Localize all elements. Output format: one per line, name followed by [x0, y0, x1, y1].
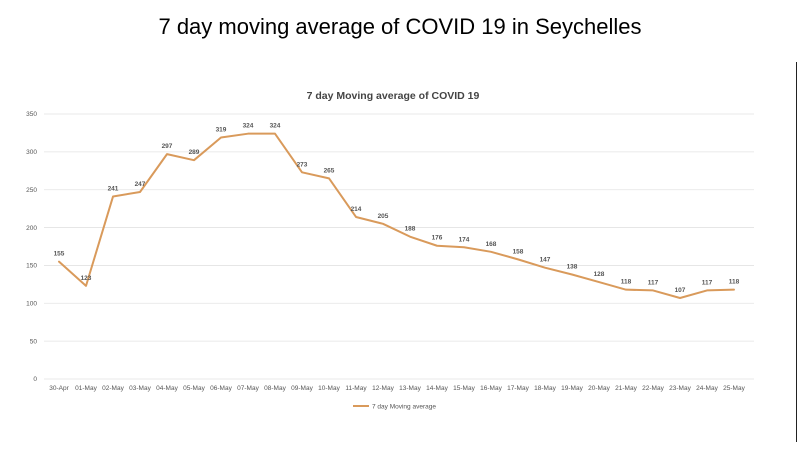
- x-tick-label: 21-May: [615, 385, 637, 392]
- x-tick-label: 15-May: [453, 385, 475, 392]
- x-tick-label: 22-May: [642, 385, 664, 392]
- x-tick-label: 20-May: [588, 385, 610, 392]
- data-label: 123: [81, 275, 92, 282]
- data-label: 158: [513, 248, 524, 255]
- y-tick-label: 350: [26, 111, 37, 118]
- y-tick-label: 50: [30, 338, 38, 345]
- x-tick-label: 24-May: [696, 385, 718, 392]
- x-tick-label: 25-May: [723, 385, 745, 392]
- x-tick-label: 12-May: [372, 385, 394, 392]
- data-label: 265: [324, 167, 335, 174]
- data-label: 324: [270, 123, 281, 130]
- x-tick-label: 11-May: [345, 385, 367, 392]
- data-label: 147: [540, 257, 551, 264]
- data-label: 319: [216, 126, 227, 133]
- x-axis-ticks: 30-Apr 01-May 02-May 03-May 04-May 05-May 06-M…: [49, 385, 745, 392]
- data-label: 174: [459, 236, 470, 243]
- x-tick-label: 16-May: [480, 385, 502, 392]
- data-label: 138: [567, 264, 578, 271]
- data-label: 247: [135, 181, 146, 188]
- x-tick-label: 09-May: [291, 385, 313, 392]
- legend: 7 day Moving average: [353, 404, 436, 411]
- data-label: 188: [405, 226, 416, 233]
- chart-title: 7 day Moving average of COVID 19: [307, 90, 480, 102]
- data-label: 168: [486, 241, 497, 248]
- x-tick-label: 19-May: [561, 385, 583, 392]
- legend-label: 7 day Moving average: [372, 404, 436, 411]
- x-tick-label: 01-May: [75, 385, 97, 392]
- gridlines: [44, 113, 754, 380]
- data-labels: 155 123 241 247 297 289 319 324 324 273 265 214 205 1…: [54, 123, 740, 294]
- data-label: 107: [675, 287, 686, 294]
- data-label: 273: [297, 161, 308, 168]
- x-tick-label: 18-May: [534, 385, 556, 392]
- data-label: 155: [54, 251, 65, 258]
- data-label: 117: [702, 279, 713, 286]
- x-tick-label: 30-Apr: [49, 385, 69, 392]
- slide-title: 7 day moving average of COVID 19 in Seyc…: [158, 14, 642, 39]
- x-tick-label: 23-May: [669, 385, 691, 392]
- data-label: 176: [432, 235, 443, 242]
- x-tick-label: 03-May: [129, 385, 151, 392]
- y-tick-label: 0: [33, 376, 37, 383]
- x-tick-label: 17-May: [507, 385, 529, 392]
- data-label: 324: [243, 123, 254, 130]
- x-tick-label: 02-May: [102, 385, 124, 392]
- x-tick-label: 10-May: [318, 385, 340, 392]
- data-label: 297: [162, 143, 173, 150]
- x-tick-label: 13-May: [399, 385, 421, 392]
- data-label: 117: [648, 279, 659, 286]
- x-tick-label: 04-May: [156, 385, 178, 392]
- x-tick-label: 07-May: [237, 385, 259, 392]
- data-label: 128: [594, 271, 605, 278]
- series-layer: [58, 132, 735, 299]
- x-tick-label: 05-May: [183, 385, 205, 392]
- y-tick-label: 150: [26, 263, 37, 270]
- data-label: 289: [189, 149, 200, 156]
- series-line: [58, 132, 735, 299]
- data-label: 241: [108, 186, 119, 193]
- data-label: 118: [621, 279, 632, 286]
- y-tick-label: 300: [26, 149, 37, 156]
- data-label: 118: [729, 279, 740, 286]
- data-label: 214: [351, 206, 362, 213]
- y-tick-label: 100: [26, 300, 37, 307]
- slide-border: [796, 62, 797, 442]
- x-tick-label: 14-May: [426, 385, 448, 392]
- data-label: 205: [378, 213, 389, 220]
- x-tick-label: 08-May: [264, 385, 286, 392]
- y-tick-label: 250: [26, 187, 37, 194]
- x-tick-label: 06-May: [210, 385, 232, 392]
- y-tick-label: 200: [26, 225, 37, 232]
- y-axis-ticks: 0 50 100 150 200 250 300 350: [26, 111, 37, 383]
